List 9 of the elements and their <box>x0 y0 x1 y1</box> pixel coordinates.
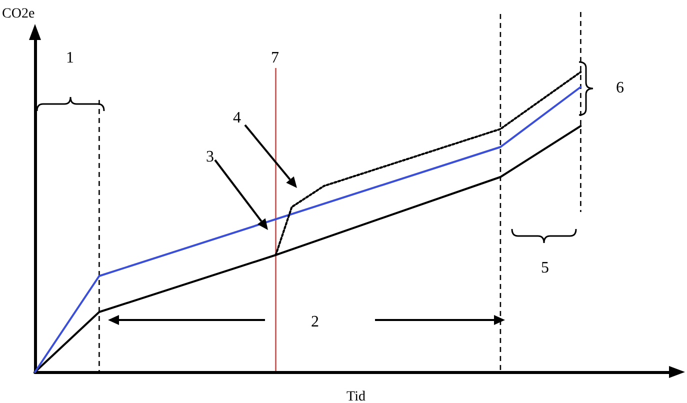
text: 7 <box>271 50 279 66</box>
annotation: 3 <box>206 148 214 166</box>
annotation: 6 <box>616 80 624 96</box>
x-axis-title: Tid <box>346 390 366 403</box>
text: 1 <box>66 50 74 66</box>
annotation: 4 <box>233 110 241 126</box>
y-axis-title: CO2e <box>2 6 35 22</box>
annotation: 2 <box>311 314 319 330</box>
annotation: 5 <box>541 260 549 276</box>
